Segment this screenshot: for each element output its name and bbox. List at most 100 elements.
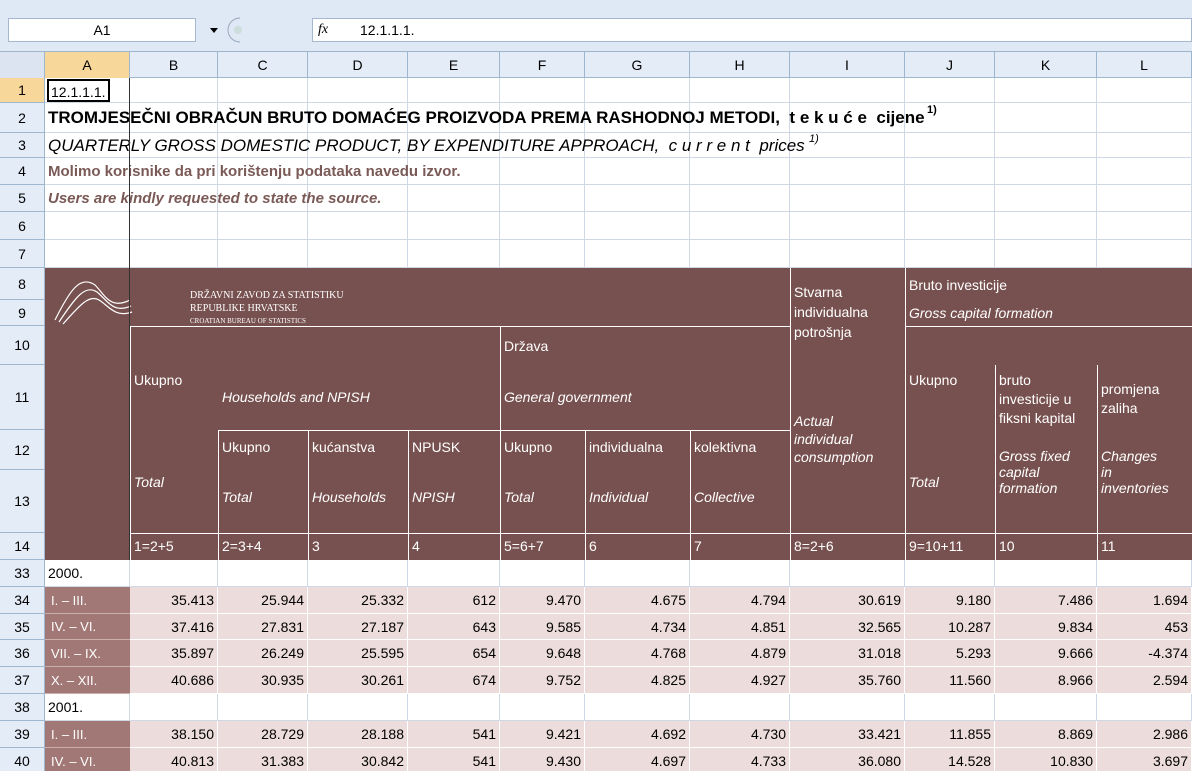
column-header[interactable]: G [585,52,690,78]
row-header[interactable]: 8 [0,268,45,300]
column-header[interactable]: L [1097,52,1192,78]
cell[interactable] [218,185,308,212]
cell[interactable] [585,103,690,133]
cell[interactable] [130,185,218,212]
cell[interactable] [218,133,308,158]
cell[interactable] [690,560,790,587]
cell[interactable] [218,103,308,133]
cell[interactable] [995,240,1097,268]
data-cell[interactable]: 9.666 [995,640,1097,667]
cell[interactable] [130,694,218,721]
cell[interactable] [790,133,905,158]
cell[interactable] [585,694,690,721]
cell[interactable] [308,240,408,268]
cell[interactable] [500,694,585,721]
cell[interactable] [1097,103,1192,133]
cell[interactable] [130,240,218,268]
cell[interactable] [585,133,690,158]
cell[interactable] [308,560,408,587]
row-header[interactable]: 12 [0,430,45,470]
row-header[interactable]: 37 [0,667,45,694]
cell[interactable] [1097,78,1192,103]
row-label[interactable]: VII. – IX. [45,640,130,667]
data-cell[interactable]: 35.413 [130,587,218,614]
cell[interactable] [995,158,1097,185]
data-cell[interactable]: 8.966 [995,667,1097,694]
cell[interactable] [408,133,500,158]
cell[interactable] [408,78,500,103]
row-header[interactable]: 4 [0,158,45,185]
row-header[interactable]: 36 [0,640,45,667]
data-cell[interactable]: 9.180 [905,587,995,614]
cell[interactable] [130,560,218,587]
cell[interactable] [690,212,790,240]
cell[interactable] [690,133,790,158]
data-cell[interactable]: 674 [408,667,500,694]
data-cell[interactable]: 25.595 [308,640,408,667]
data-cell[interactable]: 37.416 [130,614,218,640]
data-cell[interactable]: 40.686 [130,667,218,694]
data-cell[interactable]: 11.560 [905,667,995,694]
row-header[interactable]: 5 [0,185,45,212]
cell[interactable] [130,212,218,240]
cell[interactable] [790,158,905,185]
data-cell[interactable]: 4.675 [585,587,690,614]
year-label[interactable]: 2000. [48,565,84,581]
row-header[interactable]: 2 [0,103,45,133]
data-cell[interactable]: 32.565 [790,614,905,640]
cell[interactable] [1097,694,1192,721]
row-header[interactable]: 40 [0,748,45,771]
cell[interactable] [500,185,585,212]
row-label[interactable]: IV. – VI. [45,748,130,771]
data-cell[interactable]: 541 [408,748,500,771]
data-cell[interactable]: 25.332 [308,587,408,614]
data-cell[interactable]: 27.831 [218,614,308,640]
cell[interactable] [408,694,500,721]
column-header[interactable]: A [45,52,130,78]
row-header[interactable]: 33 [0,560,45,587]
name-box-text[interactable]: A1 [93,22,111,38]
column-header[interactable]: H [690,52,790,78]
data-cell[interactable]: 30.619 [790,587,905,614]
cell[interactable] [1097,158,1192,185]
cell[interactable] [690,78,790,103]
data-cell[interactable]: 4.825 [585,667,690,694]
data-cell[interactable]: 4.697 [585,748,690,771]
data-cell[interactable]: 4.794 [690,587,790,614]
formula-text[interactable]: 12.1.1.1. [360,22,415,38]
cell[interactable] [130,103,218,133]
cell[interactable] [905,78,995,103]
cell[interactable] [308,103,408,133]
cell[interactable] [218,78,308,103]
column-header[interactable]: C [218,52,308,78]
cell[interactable] [500,560,585,587]
year-label[interactable]: 2001. [48,699,84,715]
data-cell[interactable]: 11.855 [905,721,995,748]
cell[interactable] [585,560,690,587]
data-cell[interactable]: 4.730 [690,721,790,748]
data-cell[interactable]: 5.293 [905,640,995,667]
formula-input[interactable] [312,18,1192,42]
data-cell[interactable]: 28.188 [308,721,408,748]
cell[interactable] [690,240,790,268]
data-cell[interactable]: 4.851 [690,614,790,640]
data-cell[interactable]: 26.249 [218,640,308,667]
data-cell[interactable]: 9.421 [500,721,585,748]
data-cell[interactable]: 10.830 [995,748,1097,771]
row-header[interactable]: 1 [0,78,45,103]
cell[interactable] [500,103,585,133]
data-cell[interactable]: 30.842 [308,748,408,771]
column-header[interactable]: K [995,52,1097,78]
row-header[interactable]: 39 [0,721,45,748]
data-cell[interactable]: 4.733 [690,748,790,771]
cell[interactable] [308,212,408,240]
data-cell[interactable]: 612 [408,587,500,614]
cell[interactable] [790,212,905,240]
row-header[interactable]: 14 [0,533,45,560]
cell[interactable] [408,240,500,268]
cell[interactable] [790,560,905,587]
cell[interactable] [500,212,585,240]
cell[interactable] [995,133,1097,158]
data-cell[interactable]: 9.834 [995,614,1097,640]
cell[interactable] [790,78,905,103]
